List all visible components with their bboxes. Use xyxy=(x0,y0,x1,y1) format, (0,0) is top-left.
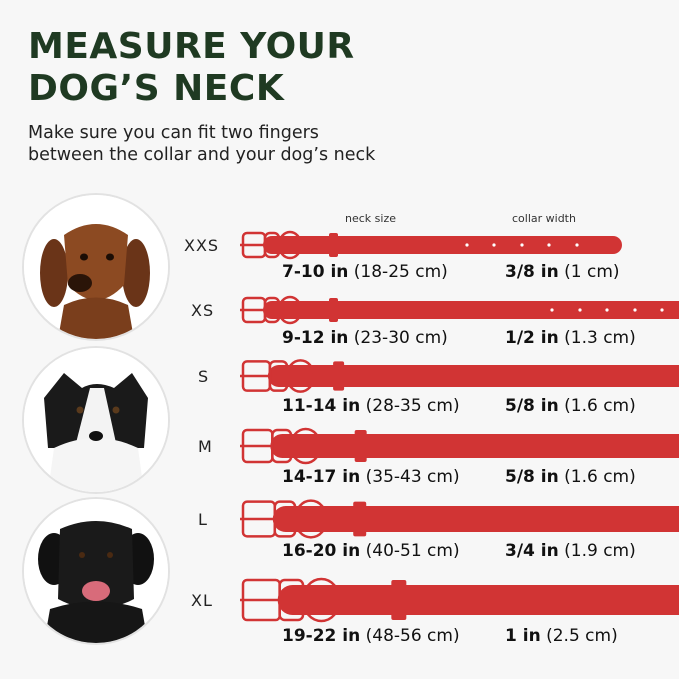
neck-size-cm: (28-35 cm) xyxy=(365,396,460,416)
neck-size-inches: 11-14 in xyxy=(282,396,361,416)
neck-size-l: 16-20 in (40-51 cm) xyxy=(282,541,460,561)
collar-width-m: 5/8 in (1.6 cm) xyxy=(505,467,636,487)
collar-width-cm: (1.6 cm) xyxy=(564,396,636,416)
collar-width-cm: (1.3 cm) xyxy=(564,328,636,348)
collar-keeper xyxy=(391,580,407,620)
size-label-xs: XS xyxy=(191,301,215,320)
neck-size-xl: 19-22 in (48-56 cm) xyxy=(282,626,460,646)
neck-size-cm: (48-56 cm) xyxy=(365,626,460,646)
collar-hole xyxy=(550,308,554,312)
collar-strap xyxy=(267,365,679,387)
collar-hole xyxy=(660,308,664,312)
collar-width-inches: 5/8 in xyxy=(505,467,559,487)
collar-strap xyxy=(277,585,679,615)
collar-keeper xyxy=(329,298,338,322)
d-ring xyxy=(277,230,303,260)
collar-width-l: 3/4 in (1.9 cm) xyxy=(505,541,636,561)
neck-size-m: 14-17 in (35-43 cm) xyxy=(282,467,460,487)
neck-size-inches: 16-20 in xyxy=(282,541,361,561)
collar-width-inches: 5/8 in xyxy=(505,396,559,416)
collar-keeper xyxy=(354,430,367,462)
black-labrador-photo xyxy=(22,497,170,645)
collar-width-inches: 1/2 in xyxy=(505,328,559,348)
neck-size-cm: (40-51 cm) xyxy=(365,541,460,561)
page-title: MEASURE YOUR DOG’S NECK xyxy=(28,26,355,110)
d-ring xyxy=(277,295,303,325)
collar-width-xxs: 3/8 in (1 cm) xyxy=(505,262,620,282)
collar-width-s: 5/8 in (1.6 cm) xyxy=(505,396,636,416)
subtitle-line-1: Make sure you can fit two fingers xyxy=(28,123,319,143)
collar-hole xyxy=(520,243,524,247)
neck-size-header: neck size xyxy=(345,212,396,225)
d-ring xyxy=(289,427,322,465)
title-line-1: MEASURE YOUR xyxy=(28,26,355,67)
collar-width-header: collar width xyxy=(512,212,576,225)
collar-width-cm: (1 cm) xyxy=(564,262,620,282)
collar-width-cm: (1.6 cm) xyxy=(564,467,636,487)
collar-strap xyxy=(270,434,679,458)
collar-hole xyxy=(578,308,582,312)
collar-width-xl: 1 in (2.5 cm) xyxy=(505,626,618,646)
border-collie-photo xyxy=(22,346,170,494)
neck-size-inches: 14-17 in xyxy=(282,467,361,487)
collar-keeper xyxy=(333,361,345,391)
neck-size-inches: 9-12 in xyxy=(282,328,349,348)
size-label-l: L xyxy=(198,510,208,529)
subtitle-line-2: between the collar and your dog’s neck xyxy=(28,145,376,165)
size-label-xxs: XXS xyxy=(184,236,220,255)
neck-size-inches: 19-22 in xyxy=(282,626,361,646)
neck-size-s: 11-14 in (28-35 cm) xyxy=(282,396,460,416)
collar-width-inches: 1 in xyxy=(505,626,541,646)
collar-width-xs: 1/2 in (1.3 cm) xyxy=(505,328,636,348)
collar-strap xyxy=(263,301,679,319)
collar-hole xyxy=(465,243,469,247)
collar-width-cm: (1.9 cm) xyxy=(564,541,636,561)
size-label-m: M xyxy=(198,437,213,456)
collar-hole xyxy=(547,243,551,247)
collar-strap xyxy=(272,506,679,532)
neck-size-cm: (35-43 cm) xyxy=(365,467,460,487)
collar-width-cm: (2.5 cm) xyxy=(546,626,618,646)
collar-hole xyxy=(492,243,496,247)
size-label-s: S xyxy=(198,367,210,386)
neck-size-cm: (18-25 cm) xyxy=(353,262,448,282)
dachshund-photo xyxy=(22,193,170,341)
collar-hole xyxy=(605,308,609,312)
collar-strap xyxy=(263,236,622,254)
size-label-xl: XL xyxy=(191,591,213,610)
collar-keeper xyxy=(353,501,367,537)
collar-width-inches: 3/8 in xyxy=(505,262,559,282)
d-ring xyxy=(301,577,341,623)
neck-size-cm: (23-30 cm) xyxy=(353,328,448,348)
neck-size-inches: 7-10 in xyxy=(282,262,349,282)
collar-width-inches: 3/4 in xyxy=(505,541,559,561)
d-ring xyxy=(285,359,316,393)
subtitle: Make sure you can fit two fingers betwee… xyxy=(28,122,375,166)
collar-hole xyxy=(633,308,637,312)
d-ring xyxy=(293,499,329,539)
neck-size-xs: 9-12 in (23-30 cm) xyxy=(282,328,448,348)
title-line-2: DOG’S NECK xyxy=(28,68,285,109)
collar-keeper xyxy=(329,233,338,257)
collar-hole xyxy=(575,243,579,247)
neck-size-xxs: 7-10 in (18-25 cm) xyxy=(282,262,448,282)
